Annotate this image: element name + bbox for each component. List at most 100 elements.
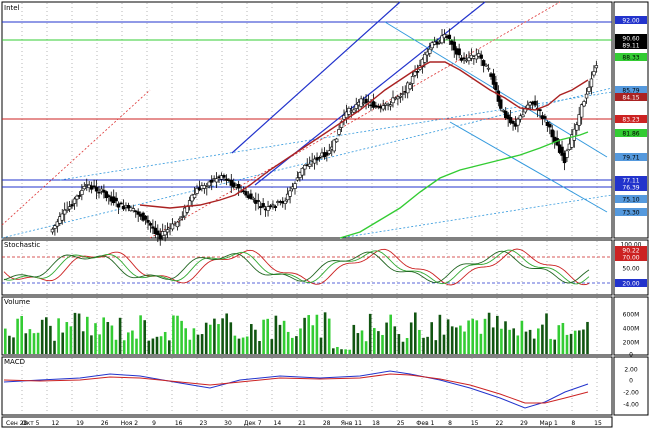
macd-signal-line bbox=[3, 373, 589, 404]
volume-bar bbox=[381, 334, 384, 354]
candle-body bbox=[457, 48, 461, 56]
volume-bar bbox=[471, 318, 474, 354]
volume-bar bbox=[356, 333, 360, 354]
volume-bar bbox=[319, 337, 323, 354]
volume-bar bbox=[12, 337, 15, 354]
candle-body bbox=[148, 223, 153, 226]
candle-body bbox=[249, 193, 253, 199]
volume-bar bbox=[114, 339, 118, 354]
stochastic-tick-label: 100.00 bbox=[621, 242, 642, 249]
x-tick-label: 22 bbox=[496, 420, 504, 427]
candle-body bbox=[251, 197, 256, 200]
volume-bar bbox=[504, 321, 507, 354]
volume-bar bbox=[397, 334, 401, 354]
price-tag-label: 81.86 bbox=[622, 131, 639, 138]
candle-body bbox=[94, 186, 99, 192]
candle-body bbox=[459, 57, 464, 61]
volume-bar bbox=[578, 330, 581, 354]
volume-bar bbox=[254, 329, 257, 354]
candle-body bbox=[283, 200, 287, 204]
price-panel-title: Intel bbox=[4, 4, 20, 12]
candle-body bbox=[300, 167, 305, 176]
volume-bar bbox=[467, 320, 470, 354]
price-tag-label: 89.11 bbox=[622, 43, 639, 50]
price-tag-label: 85.79 bbox=[622, 88, 639, 95]
volume-bar bbox=[446, 319, 450, 354]
volume-bar bbox=[73, 312, 77, 354]
red-trendline bbox=[149, 1, 561, 239]
candle-body bbox=[491, 73, 496, 85]
candle-body bbox=[398, 95, 403, 98]
blue-trendline bbox=[59, 91, 613, 181]
candle-body bbox=[499, 99, 503, 109]
candle-body bbox=[440, 35, 444, 44]
price-tag bbox=[615, 86, 647, 94]
candle-body bbox=[494, 82, 498, 91]
candle-body bbox=[521, 114, 525, 118]
x-tick-label: 18 bbox=[372, 420, 380, 427]
candle-body bbox=[158, 233, 162, 240]
candle-body bbox=[293, 183, 297, 189]
candle-body bbox=[415, 71, 420, 73]
x-tick-label: Янв 11 bbox=[341, 420, 362, 427]
candle-body bbox=[508, 117, 513, 124]
candle-body bbox=[273, 206, 278, 208]
candle-body bbox=[205, 186, 209, 189]
moving-average-short bbox=[139, 61, 589, 209]
volume-bar bbox=[106, 322, 110, 354]
volume-bar bbox=[94, 323, 97, 354]
candle-body bbox=[175, 221, 180, 228]
macd-tick-label: 2.00 bbox=[624, 367, 638, 374]
candle-body bbox=[65, 208, 69, 211]
volume-bar bbox=[176, 315, 179, 354]
candle-body bbox=[97, 191, 101, 194]
candle-body bbox=[214, 178, 219, 183]
candle-body bbox=[136, 211, 140, 215]
x-tick-label: 25 bbox=[397, 420, 405, 427]
volume-bar bbox=[45, 317, 48, 354]
candle-body bbox=[589, 78, 594, 88]
candle-body bbox=[332, 139, 336, 152]
candle-body bbox=[428, 48, 432, 54]
volume-bar bbox=[315, 314, 319, 354]
volume-bar bbox=[192, 328, 196, 354]
price-tag-label: 88.33 bbox=[622, 55, 639, 62]
volume-bar bbox=[405, 338, 409, 354]
volume-bar bbox=[569, 333, 573, 354]
candle-body bbox=[62, 209, 67, 215]
volume-bar bbox=[496, 315, 499, 354]
candle-body bbox=[486, 67, 491, 70]
candle-body bbox=[364, 98, 368, 103]
candle-body bbox=[325, 152, 329, 156]
candle-body bbox=[511, 120, 515, 124]
volume-bar bbox=[364, 341, 368, 354]
volume-bar bbox=[69, 326, 73, 354]
red-trendline bbox=[1, 89, 151, 226]
volume-bar bbox=[557, 325, 561, 354]
volume-bar bbox=[483, 318, 487, 354]
blue-trendline bbox=[1, 87, 613, 239]
volume-bar bbox=[545, 313, 548, 354]
volume-bar bbox=[163, 331, 167, 354]
candle-body bbox=[271, 204, 275, 207]
volume-bar bbox=[139, 315, 142, 354]
volume-bar bbox=[491, 327, 495, 354]
volume-bar bbox=[233, 335, 237, 354]
volume-bar bbox=[352, 324, 356, 354]
volume-bar bbox=[323, 312, 327, 354]
candle-body bbox=[80, 190, 84, 195]
panel-frame-macd bbox=[1, 356, 613, 416]
volume-bar bbox=[204, 322, 208, 354]
volume-bar bbox=[459, 325, 462, 354]
volume-bar bbox=[225, 313, 228, 354]
volume-bar bbox=[455, 327, 458, 354]
volume-bar bbox=[512, 328, 515, 354]
volume-bar bbox=[16, 318, 19, 354]
candle-body bbox=[210, 180, 214, 183]
volume-bar bbox=[245, 336, 249, 354]
x-axis-frame bbox=[1, 416, 613, 428]
candle-body bbox=[388, 104, 393, 107]
stochastic-tag-bg bbox=[615, 246, 647, 254]
volume-bar bbox=[582, 329, 585, 354]
